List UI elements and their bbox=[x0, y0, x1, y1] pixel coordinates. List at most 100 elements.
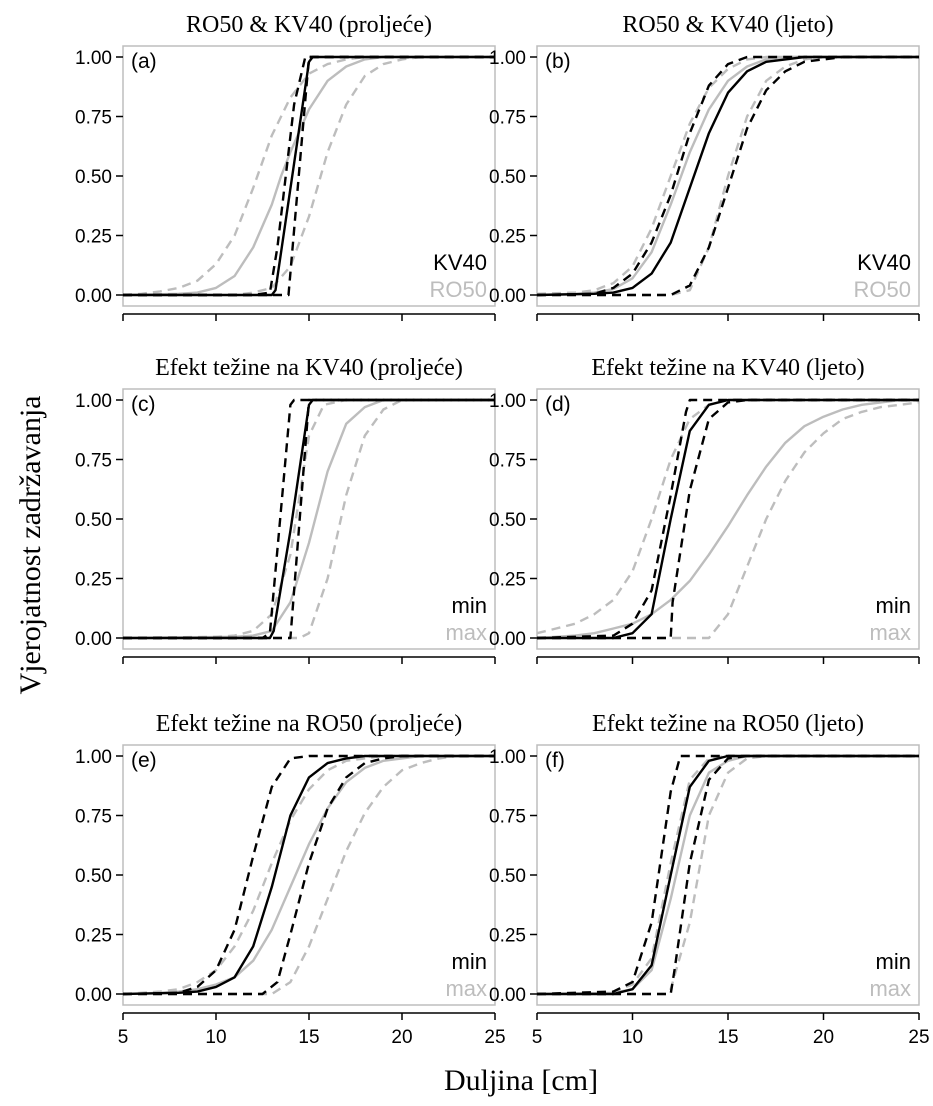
series-line-black-solid bbox=[537, 754, 919, 996]
y-tick-label: 0.00 bbox=[489, 286, 526, 307]
panel-title: Efekt težine na KV40 (ljeto) bbox=[591, 355, 864, 381]
series-line-black-solid bbox=[537, 398, 919, 640]
panel-e: Efekt težine na RO50 (proljeće) (e) 0.00 0.… bbox=[75, 711, 506, 1048]
series-line-black-dashed bbox=[123, 754, 495, 996]
y-tick-label: 0.50 bbox=[75, 866, 112, 887]
y-tick-label: 0.25 bbox=[75, 926, 112, 947]
y-tick-label: 0.75 bbox=[75, 108, 112, 129]
series-line-gray-dashed bbox=[123, 398, 495, 640]
y-tick-label: 1.00 bbox=[75, 747, 112, 768]
x-tick-label: 15 bbox=[717, 1027, 738, 1048]
plot-frame bbox=[122, 744, 496, 1006]
y-tick-label: 0.75 bbox=[489, 108, 526, 129]
y-tick-label: 0.75 bbox=[75, 451, 112, 472]
y-tick-label: 0.50 bbox=[75, 167, 112, 188]
series-line-gray-solid bbox=[536, 398, 919, 640]
y-tick-label: 1.00 bbox=[489, 747, 526, 768]
x-tick-label: 20 bbox=[813, 1027, 834, 1048]
y-tick-label: 0.50 bbox=[489, 866, 526, 887]
legend-entry: RO50 bbox=[854, 277, 911, 302]
y-tick-label: 0.25 bbox=[75, 570, 112, 591]
y-tick-label: 0.25 bbox=[75, 227, 112, 248]
panel-tag: (a) bbox=[131, 50, 157, 73]
panel-b: RO50 & KV40 (ljeto) (b) 0.00 0.25 0.50 0.75 1.… bbox=[489, 12, 920, 321]
plot-frame bbox=[122, 388, 496, 650]
x-tick-label: 5 bbox=[118, 1027, 129, 1048]
series-line-black-solid bbox=[122, 754, 495, 996]
series-line-black-dashed bbox=[536, 398, 919, 640]
panel-tag: (f) bbox=[545, 749, 565, 772]
series-line-gray-dashed bbox=[122, 754, 495, 996]
series-line-gray-dashed bbox=[536, 398, 919, 635]
y-tick-label: 1.00 bbox=[75, 48, 112, 69]
legend-entry: min bbox=[876, 593, 911, 618]
panel-tag: (b) bbox=[545, 50, 571, 73]
panel-title: Efekt težine na RO50 (ljeto) bbox=[592, 711, 864, 737]
x-tick-label: 25 bbox=[484, 1027, 505, 1048]
x-tick-label: 10 bbox=[205, 1027, 226, 1048]
series-line-gray-dashed bbox=[123, 55, 495, 297]
series-line-gray-dashed bbox=[536, 754, 919, 996]
y-tick-label: 0.75 bbox=[489, 807, 526, 828]
y-tick-label: 1.00 bbox=[489, 48, 526, 69]
y-tick-label: 0.00 bbox=[489, 629, 526, 650]
panel-tag: (e) bbox=[131, 749, 157, 772]
plot-frame bbox=[536, 744, 920, 1006]
panel-title: Efekt težine na KV40 (proljeće) bbox=[155, 355, 463, 381]
y-tick-label: 0.25 bbox=[489, 926, 526, 947]
y-tick-label: 0.25 bbox=[489, 570, 526, 591]
x-axis-title: Duljina [cm] bbox=[444, 1064, 598, 1097]
series-line-gray-dashed bbox=[537, 401, 920, 640]
legend-entry: max bbox=[445, 620, 487, 645]
panels-group: RO50 & KV40 (proljeće) (a) 0.00 0.25 0.50 0.7… bbox=[75, 12, 930, 1048]
x-tick-label: 10 bbox=[622, 1027, 643, 1048]
legend-entry: RO50 bbox=[430, 277, 487, 302]
legend-entry: max bbox=[869, 620, 911, 645]
x-tick-label: 15 bbox=[298, 1027, 319, 1048]
legend-entry: KV40 bbox=[857, 250, 911, 275]
panel-c: Efekt težine na KV40 (proljeće) (c) 0.00 0.… bbox=[75, 355, 496, 664]
plot-frame bbox=[536, 388, 920, 650]
series-line-gray-dashed bbox=[537, 754, 919, 996]
panel-title: RO50 & KV40 (proljeće) bbox=[186, 12, 432, 38]
panel-title: RO50 & KV40 (ljeto) bbox=[622, 12, 833, 38]
series-line-black-dashed bbox=[123, 398, 495, 640]
panel-title: Efekt težine na RO50 (proljeće) bbox=[156, 711, 463, 737]
panel-a: RO50 & KV40 (proljeće) (a) 0.00 0.25 0.50 0.7… bbox=[75, 12, 496, 321]
panel-tag: (d) bbox=[545, 393, 571, 416]
x-tick-label: 20 bbox=[391, 1027, 412, 1048]
x-tick-label: 5 bbox=[532, 1027, 543, 1048]
y-tick-label: 0.25 bbox=[489, 227, 526, 248]
legend-entry: KV40 bbox=[433, 250, 487, 275]
series-line-gray-solid bbox=[536, 754, 919, 996]
series-line-black-dashed bbox=[123, 55, 495, 297]
y-tick-label: 1.00 bbox=[489, 391, 526, 412]
y-tick-label: 0.00 bbox=[489, 985, 526, 1006]
y-tick-label: 0.50 bbox=[489, 510, 526, 531]
y-tick-label: 0.00 bbox=[75, 629, 112, 650]
y-tick-label: 0.50 bbox=[489, 167, 526, 188]
series-line-gray-dashed bbox=[122, 398, 495, 640]
legend-entry: max bbox=[869, 976, 911, 1001]
series-line-black-dashed bbox=[537, 55, 919, 297]
panel-f: Efekt težine na RO50 (ljeto) (f) 0.00 0.25 0… bbox=[489, 711, 930, 1048]
series-line-black-dashed bbox=[536, 754, 919, 996]
legend-entry: min bbox=[452, 949, 487, 974]
y-tick-label: 0.50 bbox=[75, 510, 112, 531]
series-line-gray-solid bbox=[122, 398, 495, 640]
x-tick-label: 25 bbox=[908, 1027, 929, 1048]
series-line-black-solid bbox=[536, 55, 919, 297]
y-axis-title: Vjerojatnost zadržavanja bbox=[14, 395, 47, 694]
y-tick-label: 0.75 bbox=[75, 807, 112, 828]
legend-entry: max bbox=[445, 976, 487, 1001]
series-line-black-dashed bbox=[537, 398, 919, 640]
series-line-black-dashed bbox=[122, 754, 495, 996]
panel-d: Efekt težine na KV40 (ljeto) (d) 0.00 0.25 0… bbox=[489, 355, 920, 664]
legend-entry: min bbox=[876, 949, 911, 974]
series-line-gray-solid bbox=[122, 754, 495, 996]
y-tick-label: 0.75 bbox=[489, 451, 526, 472]
y-tick-label: 1.00 bbox=[75, 391, 112, 412]
legend-entry: min bbox=[452, 593, 487, 618]
series-line-gray-dashed bbox=[537, 55, 919, 297]
